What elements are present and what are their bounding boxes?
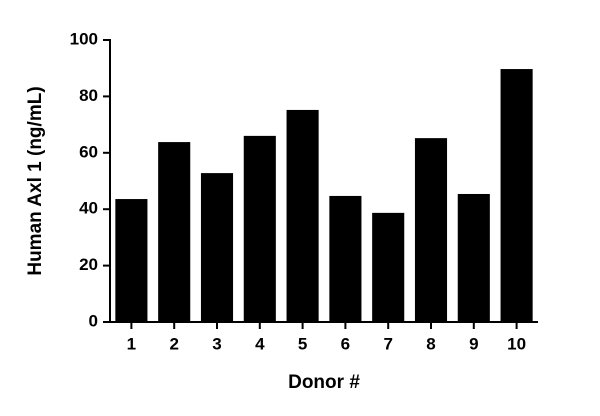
bar	[500, 69, 533, 323]
x-tick-label: 8	[426, 334, 435, 353]
x-tick-label: 1	[127, 334, 136, 353]
bar	[200, 173, 234, 322]
x-tick-label: 7	[383, 334, 392, 353]
y-tick-label: 20	[79, 255, 98, 274]
x-tick-label: 6	[341, 334, 350, 353]
x-tick-label: 4	[255, 334, 265, 353]
x-tick-label: 3	[212, 334, 221, 353]
x-axis-title: Donor #	[288, 372, 360, 393]
x-tick-label: 5	[298, 334, 307, 353]
y-tick-label: 0	[89, 311, 98, 330]
bar	[158, 142, 191, 322]
bar	[115, 199, 148, 322]
bar	[372, 212, 405, 322]
y-tick-label: 40	[79, 199, 98, 218]
bar	[414, 138, 448, 322]
y-tick-label: 60	[79, 142, 98, 161]
x-tick-label: 2	[169, 334, 178, 353]
bar	[457, 193, 490, 322]
y-tick-label: 100	[70, 29, 98, 48]
bar	[243, 135, 276, 322]
bar	[329, 195, 362, 322]
x-tick-label: 9	[469, 334, 478, 353]
y-tick-label: 80	[79, 86, 98, 105]
y-axis-title: Human Axl 1 (ng/mL)	[25, 86, 46, 275]
x-tick-label: 10	[507, 334, 526, 353]
bar	[286, 109, 319, 322]
